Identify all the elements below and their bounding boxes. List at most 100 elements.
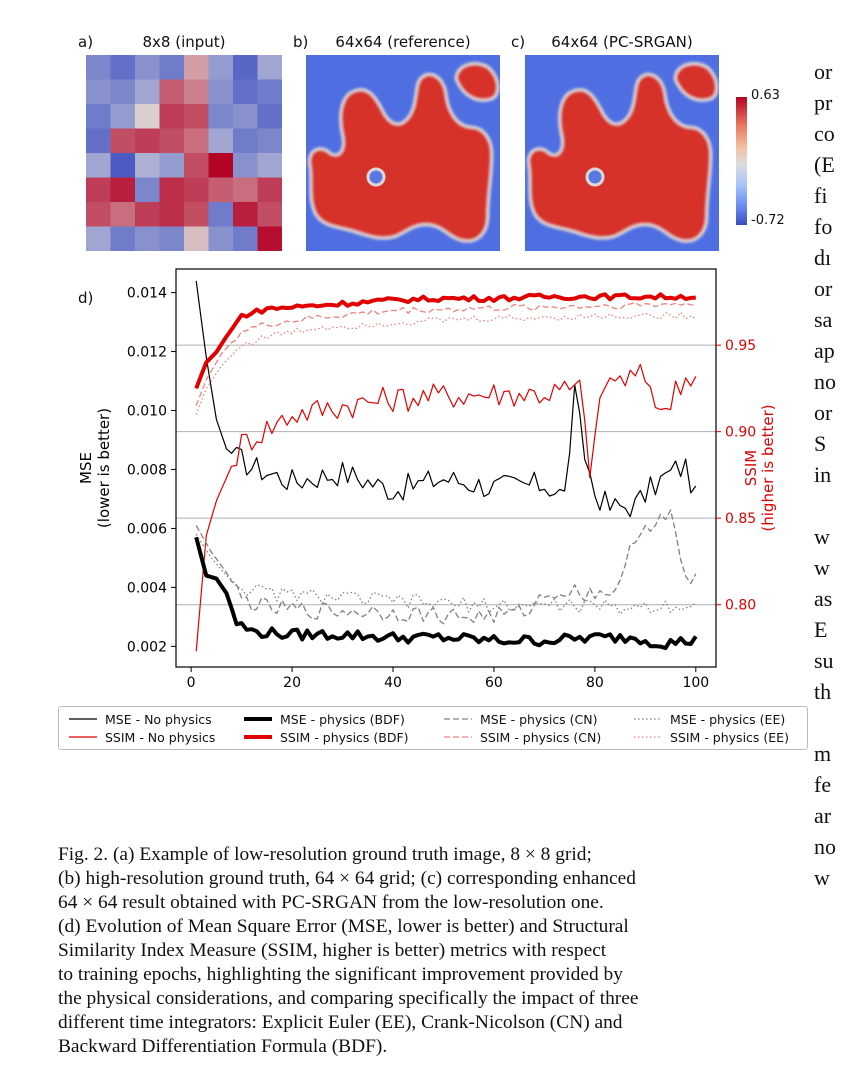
left-tick-label: 0.014 (127, 286, 167, 302)
caption-line: Similarity Index Measure (SSIM, higher i… (58, 940, 607, 961)
grid-cell (86, 55, 111, 80)
grid-cell (257, 55, 282, 80)
plot-frame (175, 268, 717, 668)
side-text-line: ar (814, 803, 832, 828)
reference-blob-main (307, 72, 494, 243)
grid-cell (257, 153, 282, 178)
grid-cell (233, 55, 258, 80)
series-mse-no-physics (195, 280, 697, 518)
grid-cell (184, 177, 209, 203)
panel-a-title: 8x8 (input) (142, 33, 226, 51)
grid-cell (135, 177, 160, 203)
left-tick-label: 0.006 (127, 521, 167, 537)
grid-cell (135, 79, 160, 105)
grid-cell (233, 79, 258, 105)
side-text-line: no (814, 834, 836, 859)
side-text-line: in (814, 462, 832, 487)
side-text-line: E (814, 617, 828, 642)
side-text-line: or (814, 276, 833, 301)
legend-label: SSIM - No physics (105, 729, 216, 745)
grid-cell (135, 226, 160, 251)
x-tick-label: 80 (586, 675, 604, 691)
grid-cell (86, 177, 111, 203)
legend-swatch (634, 736, 662, 738)
side-text-line: pr (814, 90, 833, 115)
colorbar-min-label: -0.72 (751, 213, 785, 228)
legend-swatch (244, 735, 272, 739)
caption-line: 64 × 64 result obtained with PC-SRGAN fr… (58, 892, 604, 913)
grid-cell (233, 226, 258, 251)
legend-item: MSE - physics (EE) (634, 710, 785, 728)
side-text-line: (E (814, 152, 835, 177)
legend-swatch (444, 718, 472, 720)
side-text-line: or (814, 400, 833, 425)
left-tick-label: 0.008 (127, 462, 167, 478)
legend-label: SSIM - physics (CN) (480, 729, 602, 745)
legend-label: SSIM - physics (BDF) (280, 729, 409, 745)
grid-cell (257, 128, 282, 154)
grid-cell (110, 55, 136, 80)
side-text-line: no (814, 369, 836, 394)
grid-cell (184, 202, 209, 227)
grid-cell (233, 177, 258, 203)
grid-cell (135, 202, 160, 227)
panel-d-label: d) (78, 289, 94, 307)
x-tick-label: 100 (682, 675, 709, 691)
chart-legend: MSE - No physics MSE - physics (BDF) MSE -… (58, 706, 808, 750)
legend-item: SSIM - No physics (69, 728, 215, 746)
grid-cell (135, 153, 160, 178)
grid-cell (208, 153, 234, 178)
legend-item: MSE - physics (BDF) (244, 710, 405, 728)
grid-cell (159, 128, 185, 154)
left-tick-label: 0.002 (127, 639, 167, 655)
figure-caption: Fig. 2. (a) Example of low-resolution gr… (58, 843, 838, 1059)
x-tick-label: 0 (187, 675, 196, 691)
left-tick-label: 0.004 (127, 580, 167, 596)
grid-cell (208, 104, 234, 129)
grid-cell (184, 79, 209, 105)
grid-cell (208, 55, 234, 80)
side-text-line: th (814, 679, 832, 704)
side-text-line: sa (814, 307, 833, 332)
legend-swatch (69, 736, 97, 738)
panel-b-label: b) (293, 33, 309, 51)
grid-cell (110, 202, 136, 227)
legend-label: MSE - physics (CN) (480, 711, 598, 727)
grid-cell (159, 55, 185, 80)
grid-cell (184, 104, 209, 129)
right-tick-label: 0.85 (725, 511, 756, 527)
grid-cell (233, 202, 258, 227)
grid-cell (208, 177, 234, 203)
pcsrgan-field-64x64 (525, 55, 719, 251)
grid-cell (135, 104, 160, 129)
panel-c-label: c) (511, 33, 526, 51)
x-tick-label: 60 (485, 675, 503, 691)
side-text-line (814, 490, 862, 521)
side-text-line: w (814, 865, 830, 890)
series-ssim-physics-ee- (195, 311, 697, 415)
legend-item: MSE - physics (CN) (444, 710, 598, 728)
grid-cell (257, 226, 282, 251)
side-text-line: fe (814, 772, 832, 797)
pcsrgan-blob-main (526, 72, 713, 243)
reference-hole (366, 167, 386, 187)
x-tick-label: 40 (384, 675, 402, 691)
caption-line: the physical considerations, and compari… (58, 988, 639, 1009)
side-text-line: ap (814, 338, 835, 363)
grid-cell (159, 202, 185, 227)
grid-cell (159, 177, 185, 203)
input-grid-8x8 (86, 55, 282, 251)
side-text-line: as (814, 586, 833, 611)
grid-cell (233, 104, 258, 129)
left-axis-sublabel: (lower is better) (95, 408, 113, 528)
grid-cell (110, 79, 136, 105)
grid-cell (184, 128, 209, 154)
side-text-line: fo (814, 214, 833, 239)
grid-cell (110, 226, 136, 251)
grid-cell (110, 104, 136, 129)
grid-cell (110, 128, 136, 154)
legend-item: SSIM - physics (BDF) (244, 728, 409, 746)
caption-line: different time integrators: Explicit Eul… (58, 1012, 623, 1033)
grid-cell (135, 128, 160, 154)
side-text-line: dı (814, 245, 832, 270)
